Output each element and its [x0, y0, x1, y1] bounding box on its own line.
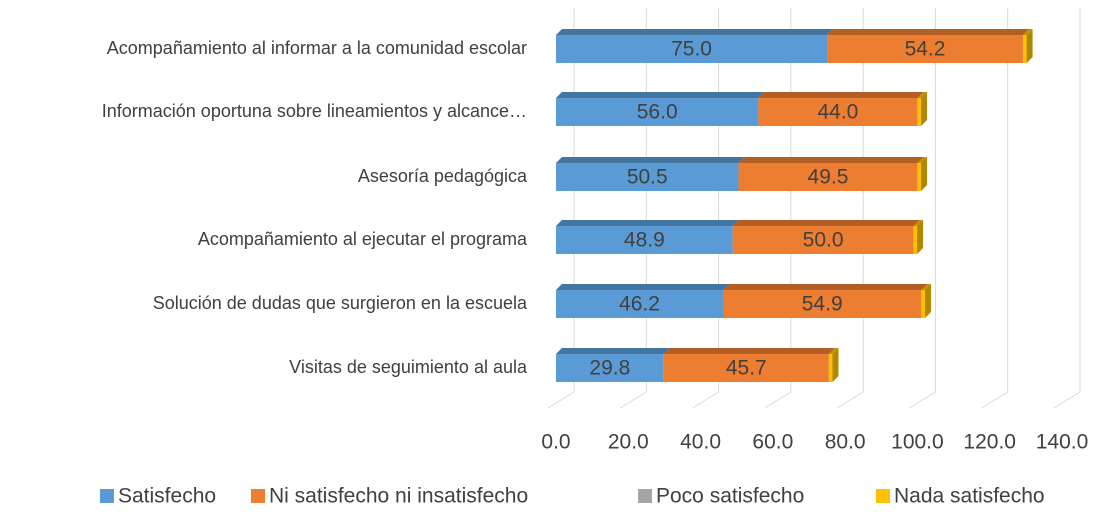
bar-side: [921, 92, 928, 126]
bar: [556, 163, 739, 191]
bar-top: [738, 157, 924, 163]
category-label: Acompañamiento al ejecutar el programa: [198, 229, 528, 249]
category-label: Asesoría pedagógica: [358, 166, 528, 186]
bar-side: [917, 220, 924, 254]
grid-line: [620, 8, 647, 409]
bar-top: [758, 92, 924, 98]
data-label: 29.8: [589, 357, 630, 380]
bar-top: [1022, 29, 1033, 35]
data-label: 49.5: [808, 166, 849, 189]
grid-line: [692, 8, 720, 409]
x-tick-label: 120.0: [963, 431, 1016, 454]
bar-top: [917, 92, 928, 98]
data-label: 56.0: [637, 101, 678, 124]
bar: [556, 35, 828, 63]
bar-top: [921, 284, 932, 290]
grid-line: [764, 8, 792, 409]
bar: [913, 226, 918, 254]
bar: [738, 163, 918, 191]
grid-line: [547, 8, 575, 409]
bar-top: [722, 284, 928, 290]
bar: [732, 226, 914, 254]
bar-side: [1026, 29, 1033, 63]
bar: [663, 354, 829, 382]
legend-swatch: [251, 489, 265, 503]
bar: [758, 98, 918, 126]
category-label: Acompañamiento al informar a la comunida…: [107, 38, 527, 58]
bar: [921, 290, 926, 318]
data-label: 46.2: [619, 293, 660, 316]
bar-side: [925, 284, 932, 318]
data-label: 45.7: [726, 357, 767, 380]
bar-top: [556, 220, 739, 226]
data-label: 54.2: [905, 38, 946, 61]
legend-label: Ni satisfecho ni insatisfecho: [269, 485, 528, 508]
bar-side: [921, 157, 928, 191]
bar-top: [556, 157, 745, 163]
bar-top: [917, 157, 928, 163]
data-label: 50.5: [627, 166, 668, 189]
data-label: 54.9: [802, 293, 843, 316]
bar: [556, 98, 759, 126]
grid-line: [1053, 8, 1081, 409]
data-label: 75.0: [671, 38, 712, 61]
bar-side: [832, 348, 839, 382]
x-tick-label: 60.0: [752, 431, 793, 454]
category-label: Información oportuna sobre lineamientos …: [102, 101, 527, 121]
bar: [1022, 35, 1027, 63]
bar-top: [556, 29, 834, 35]
grid-line: [981, 8, 1009, 409]
x-tick-label: 100.0: [891, 431, 944, 454]
bar: [917, 163, 922, 191]
bar-top: [663, 348, 835, 354]
bar-top: [827, 29, 1029, 35]
legend-label: Satisfecho: [118, 485, 216, 508]
bar: [827, 35, 1023, 63]
bar: [917, 98, 922, 126]
bar: [556, 226, 733, 254]
legend-swatch: [638, 489, 652, 503]
x-tick-label: 0.0: [541, 431, 570, 454]
category-label: Visitas de seguimiento al aula: [289, 357, 528, 377]
category-label: Solución de dudas que surgieron en la es…: [153, 293, 528, 313]
legend-label: Nada satisfecho: [894, 485, 1045, 508]
legend-label: Poco satisfecho: [656, 485, 804, 508]
x-tick-label: 80.0: [825, 431, 866, 454]
bar-top: [556, 348, 670, 354]
x-tick-label: 140.0: [1036, 431, 1089, 454]
legend-swatch: [876, 489, 890, 503]
bar: [556, 354, 664, 382]
bar: [722, 290, 922, 318]
bar-top: [913, 220, 924, 226]
grid-line: [909, 8, 936, 409]
data-label: 48.9: [624, 229, 665, 252]
bar-top: [732, 220, 920, 226]
bar-top: [556, 284, 729, 290]
bar-top: [556, 92, 765, 98]
legend-swatch: [100, 489, 114, 503]
data-label: 50.0: [803, 229, 844, 252]
data-label: 44.0: [817, 101, 858, 124]
x-tick-label: 20.0: [608, 431, 649, 454]
x-tick-label: 40.0: [680, 431, 721, 454]
bar: [556, 290, 723, 318]
bar: [828, 354, 833, 382]
grid-line: [836, 8, 864, 409]
bar-top: [828, 348, 839, 354]
